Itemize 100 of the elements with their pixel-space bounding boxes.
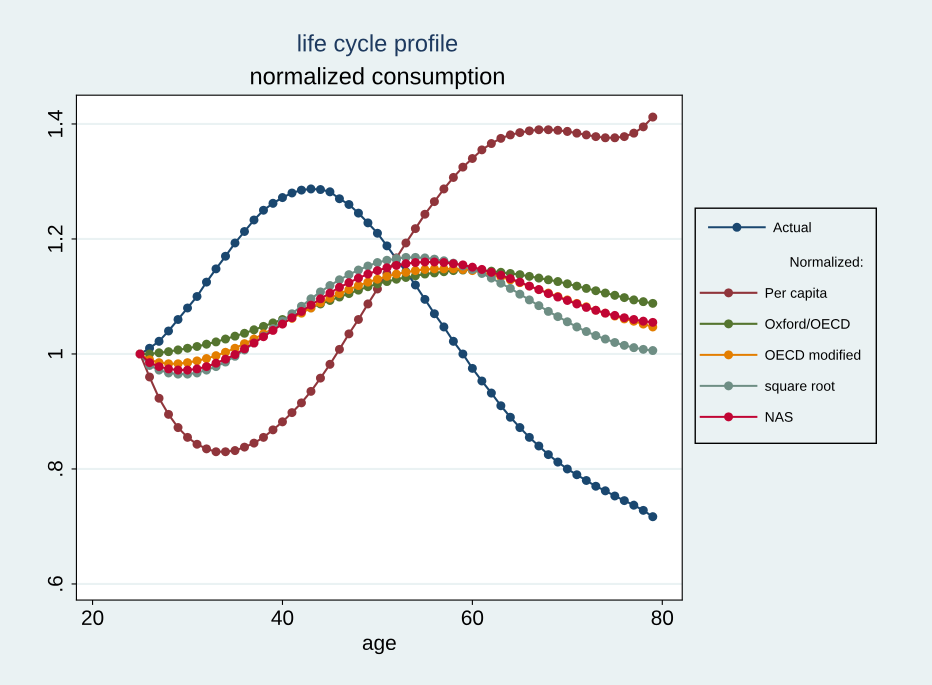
point: [401, 259, 410, 268]
point: [629, 343, 638, 352]
point: [334, 344, 344, 354]
point: [515, 423, 524, 432]
point: [572, 128, 582, 138]
point: [249, 325, 258, 334]
point: [420, 210, 430, 219]
legend-label: Oxford/OECD: [765, 318, 850, 329]
point: [401, 238, 410, 248]
point: [249, 438, 258, 448]
point: [240, 226, 250, 236]
point: [306, 184, 316, 194]
point: [638, 506, 648, 515]
point: [145, 358, 154, 368]
point: [486, 139, 496, 148]
point: [544, 450, 553, 460]
point: [164, 364, 174, 374]
chart-subtitle: normalized consumption: [251, 67, 504, 90]
point: [278, 193, 287, 202]
point: [325, 281, 334, 290]
point: [477, 376, 486, 386]
point: [638, 344, 648, 354]
point: [572, 322, 582, 332]
point: [392, 270, 401, 279]
point: [629, 295, 638, 304]
point: [448, 336, 458, 346]
point: [183, 344, 192, 353]
point: [372, 266, 382, 276]
point: [296, 186, 306, 195]
point: [420, 294, 430, 304]
point: [638, 122, 648, 132]
point: [572, 470, 582, 480]
point: [258, 322, 268, 331]
point: [174, 314, 183, 324]
point: [430, 197, 439, 206]
point: [192, 342, 202, 351]
point: [534, 274, 544, 283]
point: [410, 224, 420, 234]
x-tick-label: 60: [462, 610, 484, 626]
point: [544, 125, 553, 134]
point: [240, 328, 250, 338]
legend-label: NAS: [766, 412, 793, 422]
x-axis-title: age: [362, 638, 396, 654]
point: [164, 410, 174, 419]
point: [287, 408, 296, 418]
point: [638, 297, 648, 306]
point: [410, 258, 420, 268]
point: [506, 130, 515, 140]
point: [439, 184, 448, 194]
point: [258, 206, 268, 215]
point: [562, 464, 572, 474]
point: [629, 128, 638, 138]
point: [553, 126, 562, 135]
point: [154, 336, 164, 346]
point: [344, 278, 354, 288]
point: [582, 327, 591, 336]
point: [382, 241, 392, 250]
point: [334, 275, 344, 284]
point: [629, 500, 638, 510]
point: [515, 128, 524, 138]
point: [600, 486, 610, 496]
point: [524, 295, 534, 304]
point: [192, 364, 202, 374]
point: [344, 270, 354, 280]
point: [458, 349, 468, 358]
point: [553, 458, 562, 467]
point: [648, 318, 658, 327]
point: [468, 364, 477, 373]
point: [448, 172, 458, 182]
point: [183, 366, 192, 375]
point: [544, 306, 553, 316]
point: [372, 274, 382, 284]
y-tick-label: 1: [48, 349, 62, 358]
point: [410, 266, 420, 276]
point: [306, 300, 316, 310]
point: [249, 215, 258, 225]
point: [515, 270, 524, 280]
point: [211, 337, 221, 346]
point: [354, 314, 363, 324]
point: [600, 288, 610, 298]
point: [562, 279, 572, 288]
point: [268, 425, 278, 434]
point: [648, 112, 658, 122]
point: [496, 134, 506, 143]
point: [287, 188, 296, 198]
point: [154, 362, 164, 372]
legend-label: square root: [765, 382, 835, 394]
point: [468, 154, 477, 163]
point: [582, 284, 591, 293]
point: [306, 386, 316, 396]
point: [382, 272, 392, 281]
point: [183, 358, 192, 368]
point: [496, 401, 506, 410]
point: [648, 298, 658, 308]
point: [202, 362, 212, 372]
point: [202, 444, 212, 454]
point: [534, 441, 544, 450]
point: [258, 432, 268, 442]
point: [562, 317, 572, 326]
point: [354, 208, 363, 218]
